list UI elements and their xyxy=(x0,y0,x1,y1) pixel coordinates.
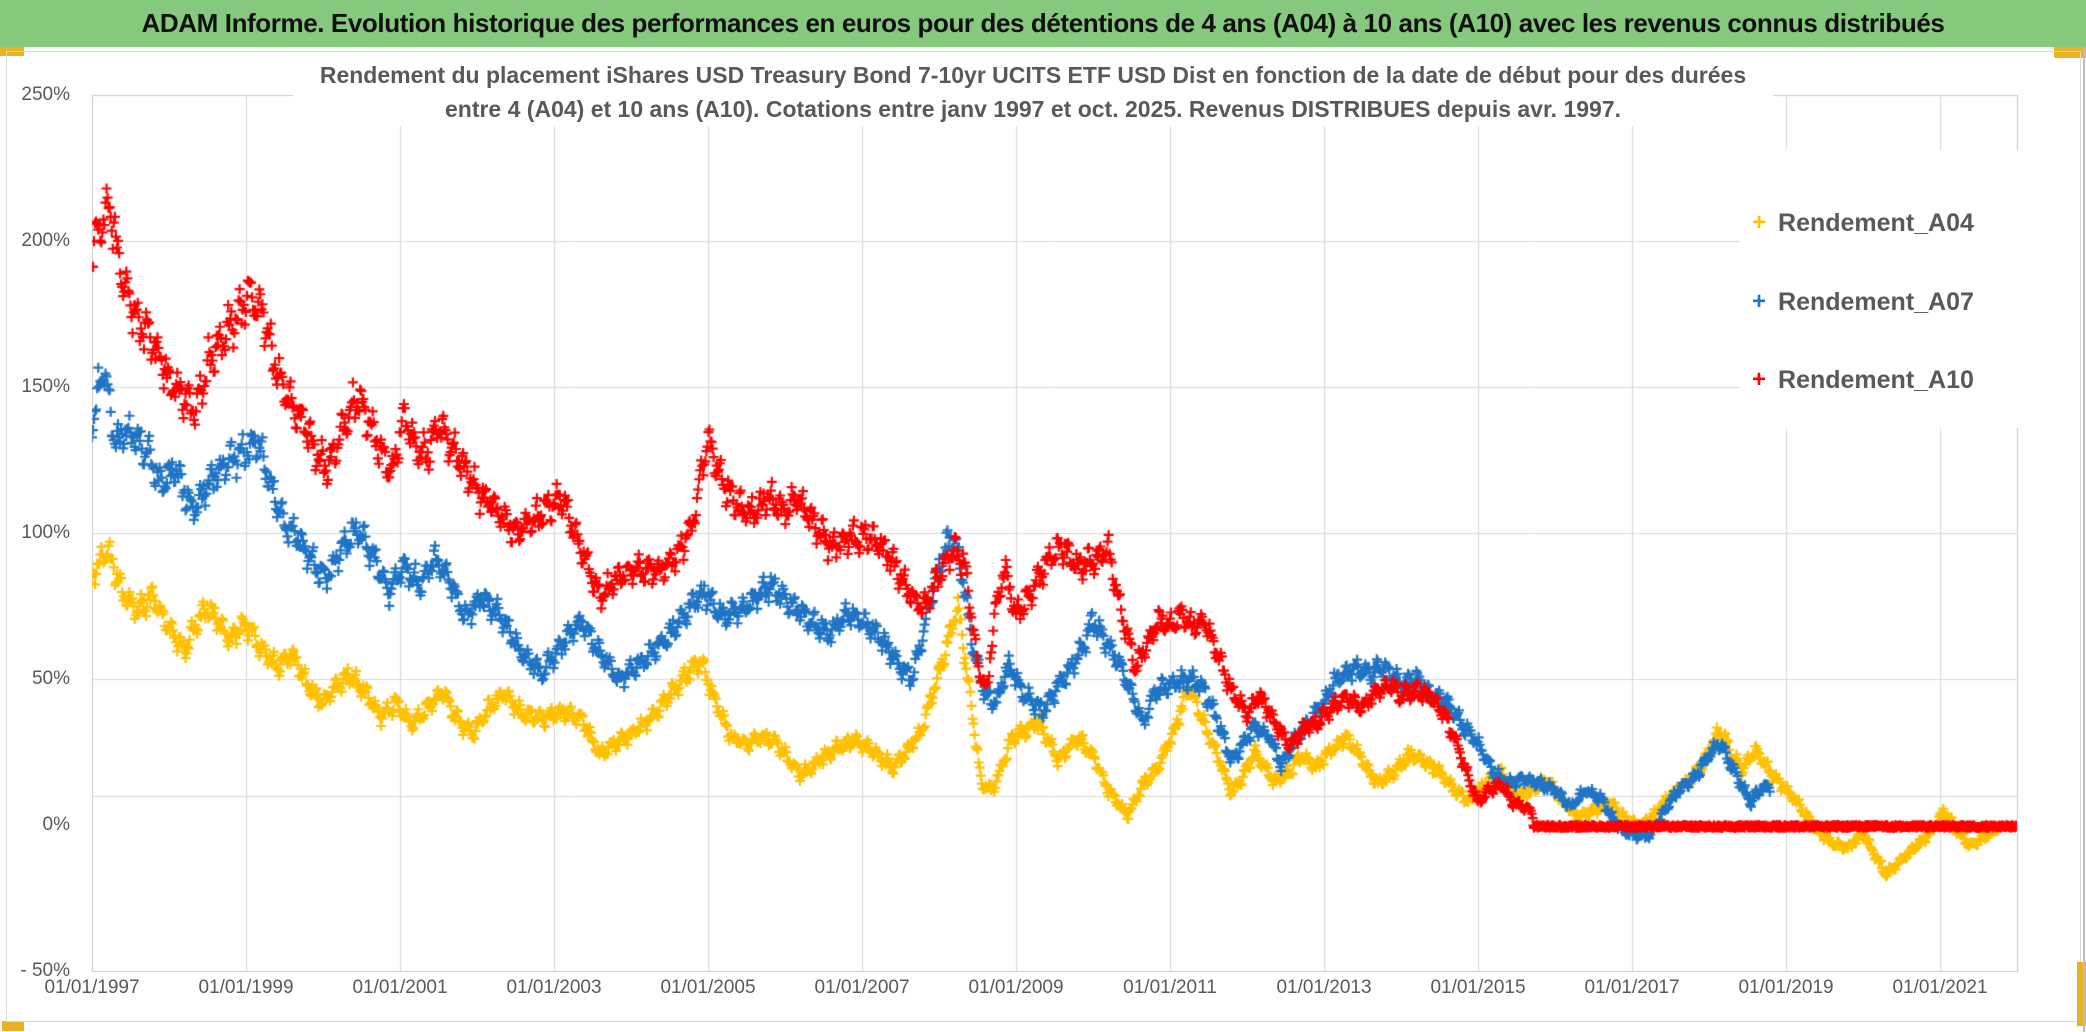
y-tick-label: 50% xyxy=(31,668,70,689)
x-tick-label: 01/01/2019 xyxy=(1738,977,1834,998)
plus-marker-icon: + xyxy=(1752,366,1767,393)
x-tick-label: 01/01/1999 xyxy=(198,977,294,998)
y-tick-label: 150% xyxy=(21,376,70,397)
window-right-edge xyxy=(2083,47,2085,1032)
gold-accent-bottom-right xyxy=(2077,962,2086,1026)
legend-label: Rendement_A07 xyxy=(1778,287,1974,316)
legend-background xyxy=(1740,150,2078,428)
legend-item-rendement_a10: + Rendement_A10 xyxy=(1752,364,1974,396)
x-tick-label: 01/01/2011 xyxy=(1123,977,1217,998)
legend-label: Rendement_A04 xyxy=(1778,208,1974,237)
y-tick-label: 100% xyxy=(21,522,70,543)
y-tick-label: 0% xyxy=(42,814,70,835)
chart-title: Rendement du placement iShares USD Treas… xyxy=(293,58,1773,126)
y-tick-label: 200% xyxy=(21,230,70,251)
x-tick-label: 01/01/2017 xyxy=(1584,977,1680,998)
chart-title-line1: Rendement du placement iShares USD Treas… xyxy=(319,62,1747,88)
x-tick-label: 01/01/2009 xyxy=(968,977,1064,998)
y-tick-label: - 50% xyxy=(20,960,70,981)
plus-marker-icon: + xyxy=(1752,288,1767,315)
x-tick-label: 01/01/2001 xyxy=(352,977,448,998)
legend-label: Rendement_A10 xyxy=(1778,365,1974,394)
x-tick-label: 01/01/2021 xyxy=(1892,977,1988,998)
x-tick-label: 01/01/2015 xyxy=(1430,977,1526,998)
legend-item-rendement_a04: + Rendement_A04 xyxy=(1752,207,1974,239)
x-tick-label: 01/01/1997 xyxy=(44,977,140,998)
legend-item-rendement_a07: + Rendement_A07 xyxy=(1752,286,1974,318)
plus-marker-icon: + xyxy=(1752,209,1767,236)
x-tick-label: 01/01/2005 xyxy=(660,977,756,998)
x-tick-label: 01/01/2007 xyxy=(814,977,910,998)
chart-title-line2: entre 4 (A04) et 10 ans (A10). Cotations… xyxy=(444,96,1621,122)
x-tick-label: 01/01/2003 xyxy=(506,977,602,998)
y-tick-label: 250% xyxy=(21,84,70,105)
x-tick-label: 01/01/2013 xyxy=(1276,977,1372,998)
